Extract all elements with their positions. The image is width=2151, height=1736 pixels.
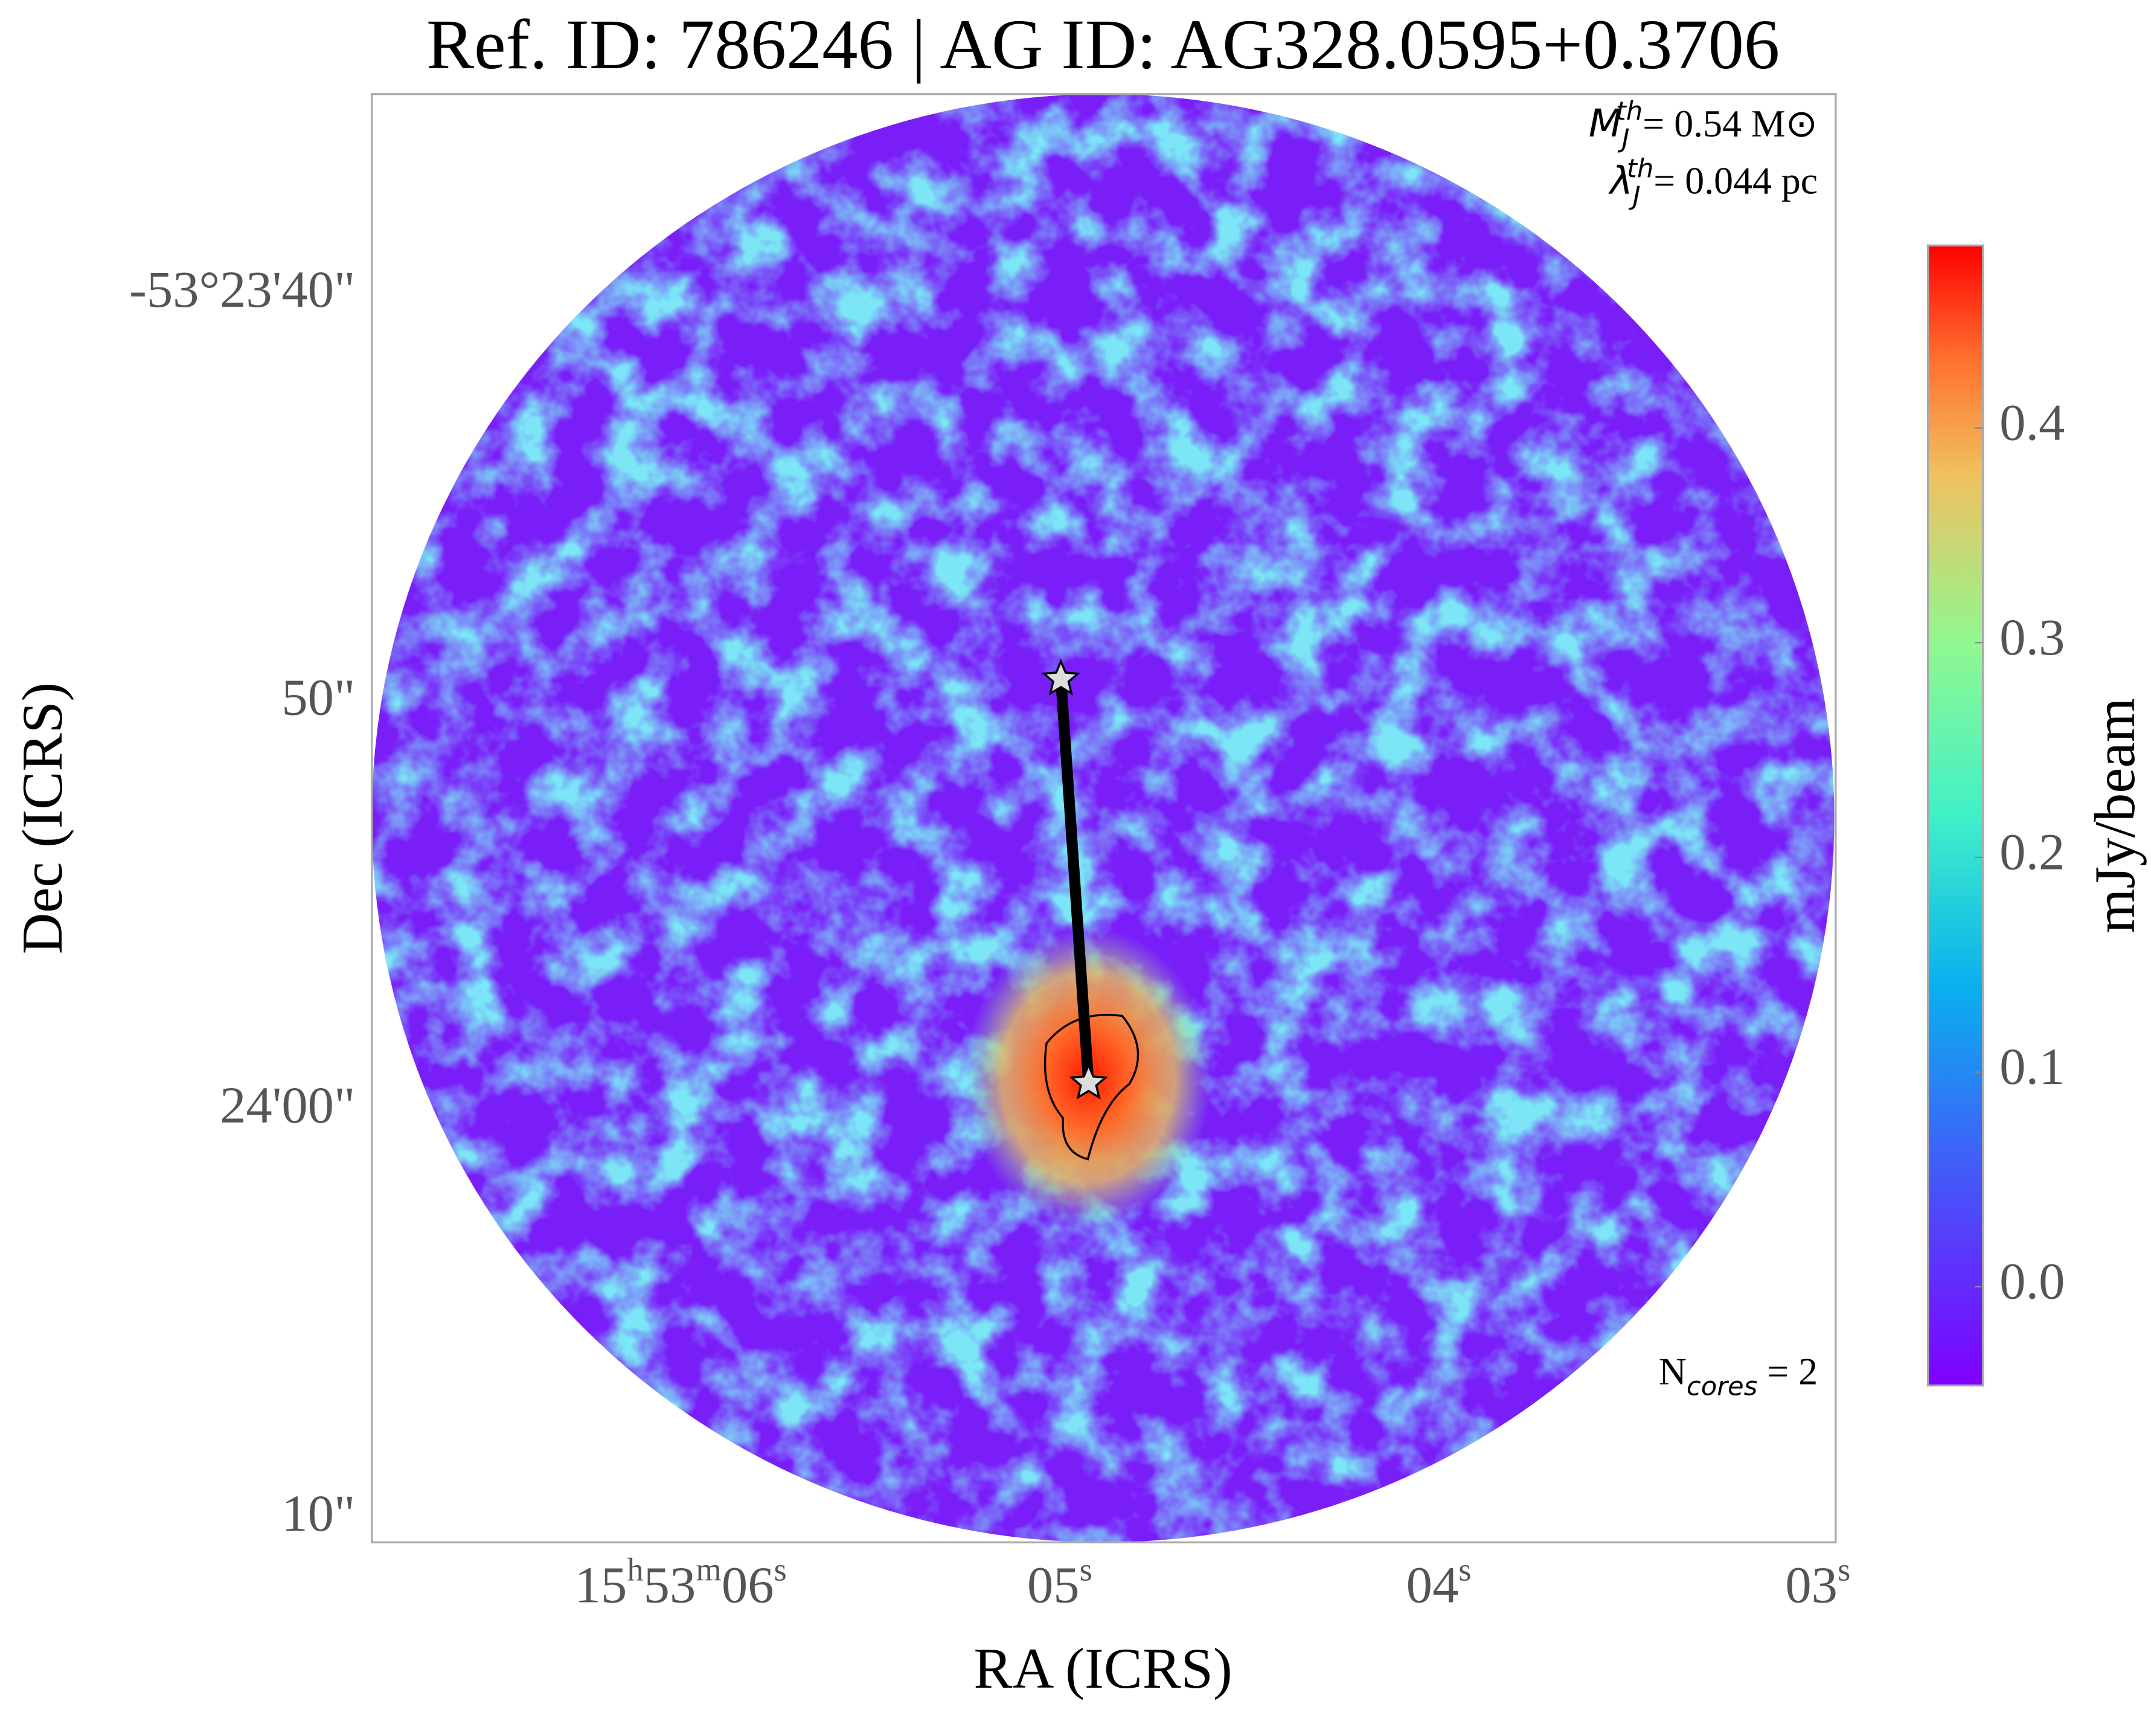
tick-label-part: 05 [1027, 1556, 1080, 1614]
tick-label-part: s [774, 1551, 787, 1588]
colorbar-label: mJy/beam [2082, 698, 2147, 934]
y-tick-label: 10" [281, 1484, 355, 1542]
tick-label-part: 03 [1785, 1556, 1838, 1614]
chart-title: Ref. ID: 786246 | AG ID: AG328.0595+0.37… [426, 5, 1780, 83]
axes-frame [371, 93, 1837, 1543]
contour [1043, 1013, 1140, 1161]
x-tick-label: 04s [1406, 1551, 1472, 1614]
annotation-symbol: M [1589, 101, 1622, 146]
annotation-symbol: λ [1608, 158, 1633, 203]
tick-label-part: 06 [722, 1556, 774, 1614]
annotation: Ncores = 2 [1659, 1350, 1818, 1402]
tick-label-part: s [1458, 1551, 1471, 1588]
annotation-sup: th [1627, 154, 1653, 184]
colorbar-tick-label: 0.3 [1999, 608, 2065, 666]
map-emission [371, 94, 1835, 1543]
tick-label-part: s [1838, 1551, 1850, 1588]
tick-label-part: 15 [575, 1556, 627, 1614]
annotation-sub: cores [1687, 1372, 1757, 1402]
x-axis-label: RA (ICRS) [973, 1637, 1232, 1700]
core-marker [1069, 1062, 1109, 1100]
core-link [1055, 679, 1094, 1084]
x-tick-label: 15h53m06s [575, 1551, 787, 1614]
colorbar-tick-label: 0.4 [1999, 394, 2065, 452]
annotation-text: = 2 [1757, 1350, 1818, 1393]
tick-label-part: h [627, 1551, 643, 1588]
y-tick-label: -53°23'40" [129, 260, 355, 318]
colorbar-tick-label: 0.0 [1999, 1252, 2065, 1310]
y-tick-label: 24'00" [220, 1077, 355, 1135]
annotation-symbol: N [1659, 1350, 1687, 1393]
tick-label-part: 04 [1406, 1556, 1459, 1614]
colorbar-tick-label: 0.1 [1999, 1038, 2065, 1096]
tick-label-part: s [1080, 1551, 1092, 1588]
annotation: λJth= 0.044 pc [1608, 154, 1818, 211]
annotation-text: = 0.54 M⊙ [1643, 102, 1818, 145]
tick-label-part: 53 [644, 1556, 696, 1614]
x-tick-label: 05s [1027, 1551, 1092, 1614]
annotation-text: = 0.044 pc [1653, 159, 1818, 202]
map [371, 94, 1835, 1543]
y-tick-label: 50" [281, 668, 355, 726]
tick-label-part: m [696, 1551, 722, 1588]
y-axis-label: Dec (ICRS) [10, 682, 74, 954]
colorbar [1926, 244, 1984, 1387]
annotation: MJth= 0.54 M⊙ [1589, 97, 1818, 154]
x-tick-label: 03s [1785, 1551, 1850, 1614]
core-marker [1041, 658, 1081, 696]
annotation-sup: th [1616, 97, 1643, 127]
colorbar-tick-label: 0.2 [1999, 823, 2065, 881]
